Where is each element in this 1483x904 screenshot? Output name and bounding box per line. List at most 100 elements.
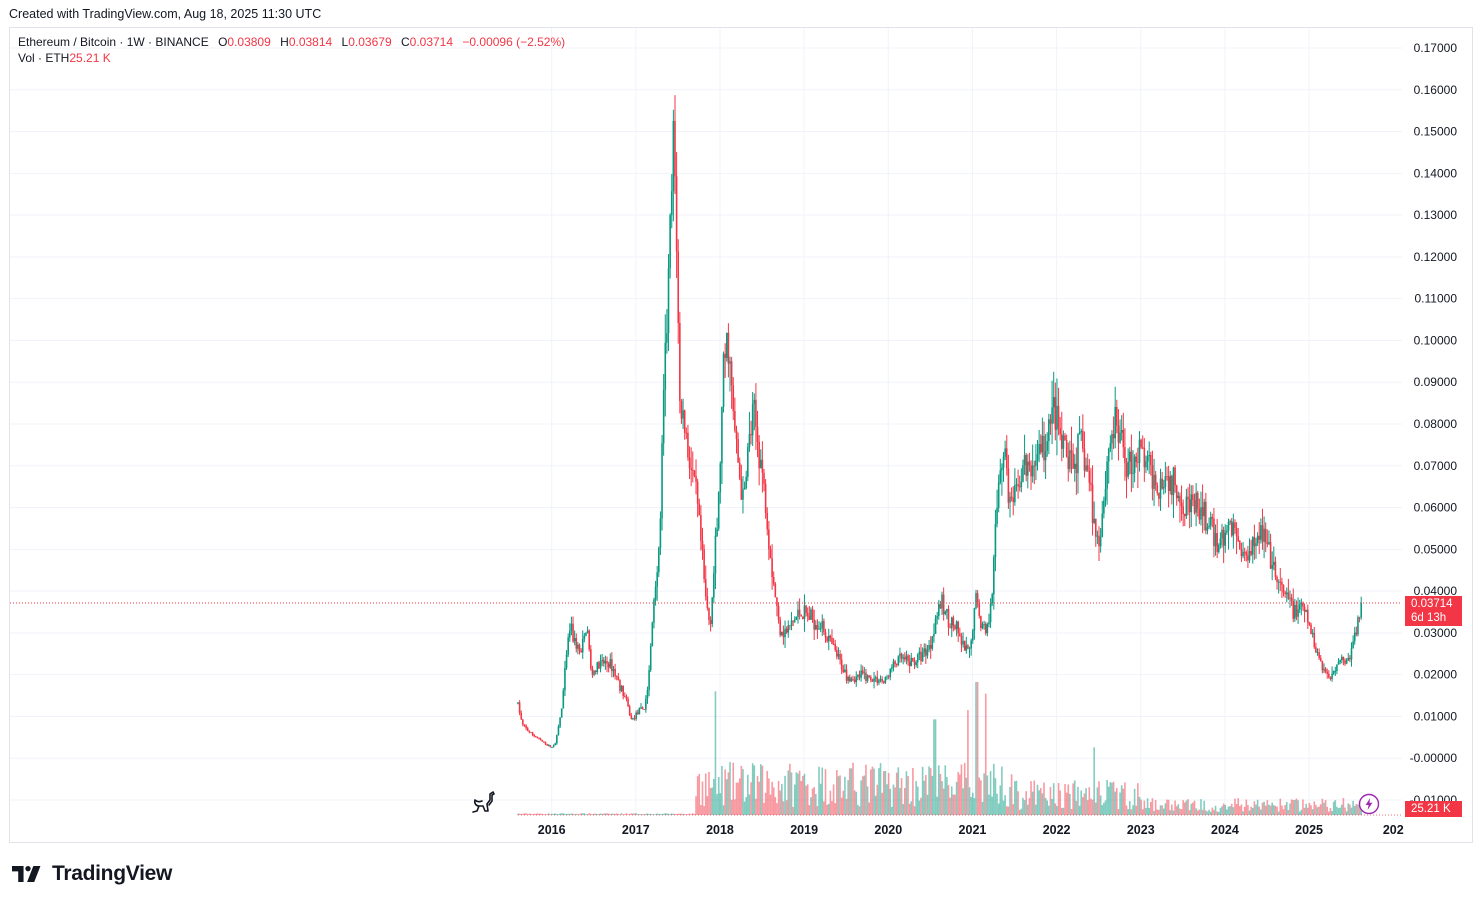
candle-body: [1148, 454, 1150, 457]
volume-bar: [1239, 805, 1241, 815]
volume-bar: [988, 794, 990, 815]
volume-bar: [814, 793, 817, 815]
volume-bar: [1208, 809, 1210, 815]
volume-bar: [886, 784, 888, 815]
candle-body: [1242, 551, 1244, 556]
candle-body: [1190, 494, 1193, 513]
candle-body: [1114, 406, 1117, 439]
lightning-icon[interactable]: [1358, 793, 1380, 815]
volume-bar: [1002, 800, 1005, 815]
volume-bar: [719, 793, 722, 815]
volume-bar: [836, 770, 838, 815]
volume-bar: [936, 796, 938, 815]
candle-body: [1052, 397, 1055, 408]
volume-bar: [614, 813, 616, 815]
volume-bar: [1285, 801, 1288, 815]
candle-body: [793, 619, 796, 622]
candle-body: [1023, 454, 1026, 466]
volume-bar: [1054, 803, 1057, 815]
candle-body: [612, 668, 615, 672]
volume-bar: [1290, 799, 1293, 815]
volume-bar: [604, 813, 607, 815]
volume-bar: [714, 691, 717, 815]
candle-body: [1112, 434, 1115, 439]
volume-bar: [1154, 800, 1157, 815]
volume-bar: [1175, 806, 1178, 815]
candle-body: [564, 667, 566, 691]
candle-body: [984, 623, 987, 634]
ohlc-legend: Ethereum / Bitcoin · 1W · BINANCE O0.038…: [18, 34, 565, 51]
candle-body: [1285, 592, 1288, 594]
volume-bar: [1167, 799, 1170, 815]
volume-bar: [725, 779, 728, 815]
candle-body: [740, 478, 743, 500]
candle-body: [1273, 561, 1275, 566]
y-tick-label: 0.13000: [1414, 208, 1458, 222]
candle-body: [1357, 617, 1359, 635]
volume-bar: [670, 813, 673, 815]
symbol-label[interactable]: Ethereum / Bitcoin · 1W · BINANCE: [18, 35, 209, 49]
tradingview-logo[interactable]: TradingView: [12, 862, 172, 886]
candle-body: [881, 679, 883, 682]
volume-bar: [965, 777, 968, 815]
candle-body: [1195, 492, 1197, 513]
volume-bar: [1041, 793, 1044, 815]
candle-body: [785, 628, 788, 633]
volume-bar: [1203, 800, 1206, 815]
volume-bar: [1158, 809, 1160, 815]
volume-bar: [1217, 811, 1220, 815]
volume-bar: [952, 794, 955, 815]
candle-body: [782, 631, 785, 638]
volume-bar: [811, 788, 814, 815]
candle-body: [1036, 454, 1039, 461]
candle-body: [923, 648, 926, 653]
candle-body: [905, 655, 908, 660]
volume-bar: [1080, 790, 1083, 815]
volume-bar: [1060, 807, 1063, 815]
candle-body: [622, 685, 624, 697]
volume-bar: [839, 775, 841, 815]
candle-body: [925, 648, 927, 656]
volume-bar: [528, 813, 531, 815]
volume-label[interactable]: Vol · ETH: [18, 51, 70, 65]
volume-bar: [735, 782, 738, 815]
volume-bar: [1135, 805, 1138, 815]
candle-body: [1007, 468, 1010, 503]
volume-bar: [852, 762, 854, 815]
candle-body: [1064, 435, 1066, 441]
candle-body: [1279, 581, 1282, 583]
volume-bar: [745, 797, 747, 815]
candle-body: [559, 717, 561, 727]
volume-bar: [840, 797, 843, 815]
volume-bar: [1116, 788, 1118, 815]
candle-body: [716, 528, 718, 537]
candle-body: [789, 625, 791, 627]
volume-bar: [1345, 811, 1348, 815]
volume-bar: [1049, 786, 1052, 815]
volume-bar: [1188, 810, 1191, 815]
volume-bar: [1316, 807, 1319, 815]
candle-body: [1031, 465, 1034, 477]
volume-bar: [593, 813, 595, 815]
candle-body: [997, 482, 1000, 508]
candle-body: [1305, 609, 1307, 612]
candle-body: [751, 404, 754, 436]
volume-bar: [1190, 803, 1193, 815]
volume-bar: [1245, 799, 1248, 815]
candle-body: [839, 653, 841, 660]
candle-body: [1344, 660, 1346, 664]
volume-bar: [1187, 799, 1189, 815]
candle-body: [960, 636, 963, 645]
volume-bar: [1182, 800, 1184, 815]
high-label: H: [280, 35, 289, 49]
candle-body: [797, 609, 799, 617]
candle-body: [1090, 482, 1092, 485]
candle-body: [988, 622, 990, 625]
volume-bar: [1219, 807, 1222, 815]
y-tick-label: 0.10000: [1414, 333, 1458, 347]
candle-body: [1261, 525, 1264, 542]
dino-icon[interactable]: [470, 789, 496, 815]
x-tick-label: 2022: [1043, 823, 1071, 837]
candle-body: [659, 518, 662, 548]
